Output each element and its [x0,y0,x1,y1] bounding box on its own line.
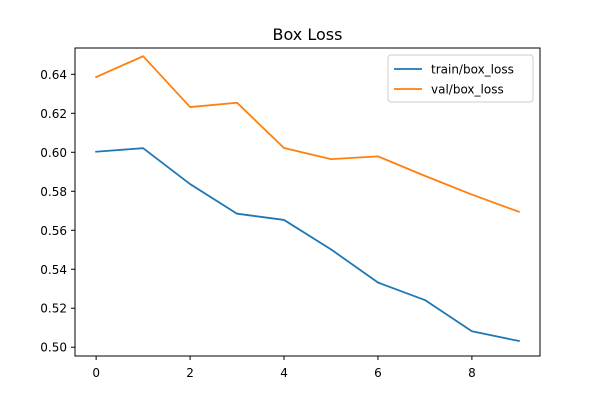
y-tick-label: 0.56 [40,224,67,238]
plot-area-frame [74,47,541,357]
y-tick-label: 0.58 [40,185,67,199]
axis-ticks: 0 2 4 6 8 0.50 0.52 0.54 0.56 0.58 0.60 0.62 0.64 [40,68,475,380]
legend-label: train/box_loss [431,63,514,77]
y-tick-label: 0.60 [40,146,67,160]
x-tick-label: 0 [92,366,100,380]
x-tick-label: 2 [186,366,194,380]
series-lines [94,55,521,343]
legend: train/box_loss val/box_loss [387,54,534,103]
y-tick-label: 0.62 [40,107,67,121]
x-tick-label: 4 [280,366,288,380]
x-tick-label: 8 [468,366,476,380]
y-tick-label: 0.50 [40,341,67,355]
chart-title: Box Loss [273,25,343,44]
series-line-1 [94,55,521,213]
series-line-0 [95,147,520,343]
y-tick-label: 0.54 [40,263,67,277]
legend-box [387,54,534,103]
y-tick-label: 0.64 [40,68,67,82]
x-tick-label: 6 [374,366,382,380]
y-tick-label: 0.52 [40,302,67,316]
legend-label: val/box_loss [431,83,504,97]
